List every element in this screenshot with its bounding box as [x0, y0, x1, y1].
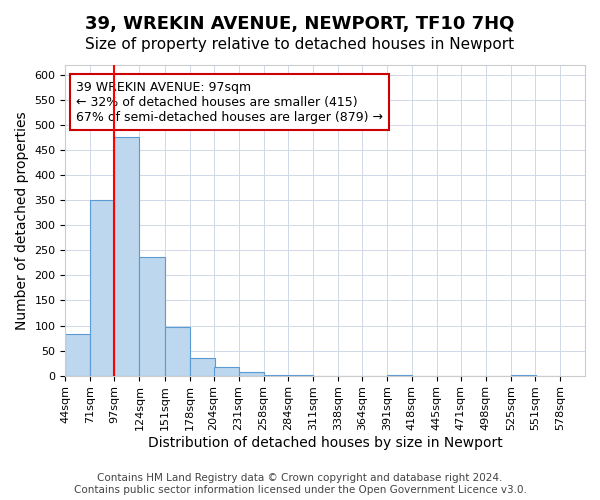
- Bar: [263, 374, 289, 376]
- Bar: [511, 375, 536, 376]
- Text: 39, WREKIN AVENUE, NEWPORT, TF10 7HQ: 39, WREKIN AVENUE, NEWPORT, TF10 7HQ: [85, 15, 515, 33]
- X-axis label: Distribution of detached houses by size in Newport: Distribution of detached houses by size …: [148, 436, 503, 450]
- Bar: [139, 257, 164, 376]
- Bar: [287, 375, 313, 376]
- Bar: [239, 372, 263, 376]
- Bar: [164, 327, 190, 376]
- Bar: [214, 366, 239, 376]
- Bar: [65, 334, 91, 376]
- Y-axis label: Number of detached properties: Number of detached properties: [15, 111, 29, 330]
- Text: Size of property relative to detached houses in Newport: Size of property relative to detached ho…: [85, 38, 515, 52]
- Text: 39 WREKIN AVENUE: 97sqm
← 32% of detached houses are smaller (415)
67% of semi-d: 39 WREKIN AVENUE: 97sqm ← 32% of detache…: [76, 80, 383, 124]
- Bar: [91, 200, 115, 376]
- Text: Contains HM Land Registry data © Crown copyright and database right 2024.
Contai: Contains HM Land Registry data © Crown c…: [74, 474, 526, 495]
- Bar: [387, 375, 412, 376]
- Bar: [190, 358, 215, 376]
- Bar: [115, 136, 139, 376]
